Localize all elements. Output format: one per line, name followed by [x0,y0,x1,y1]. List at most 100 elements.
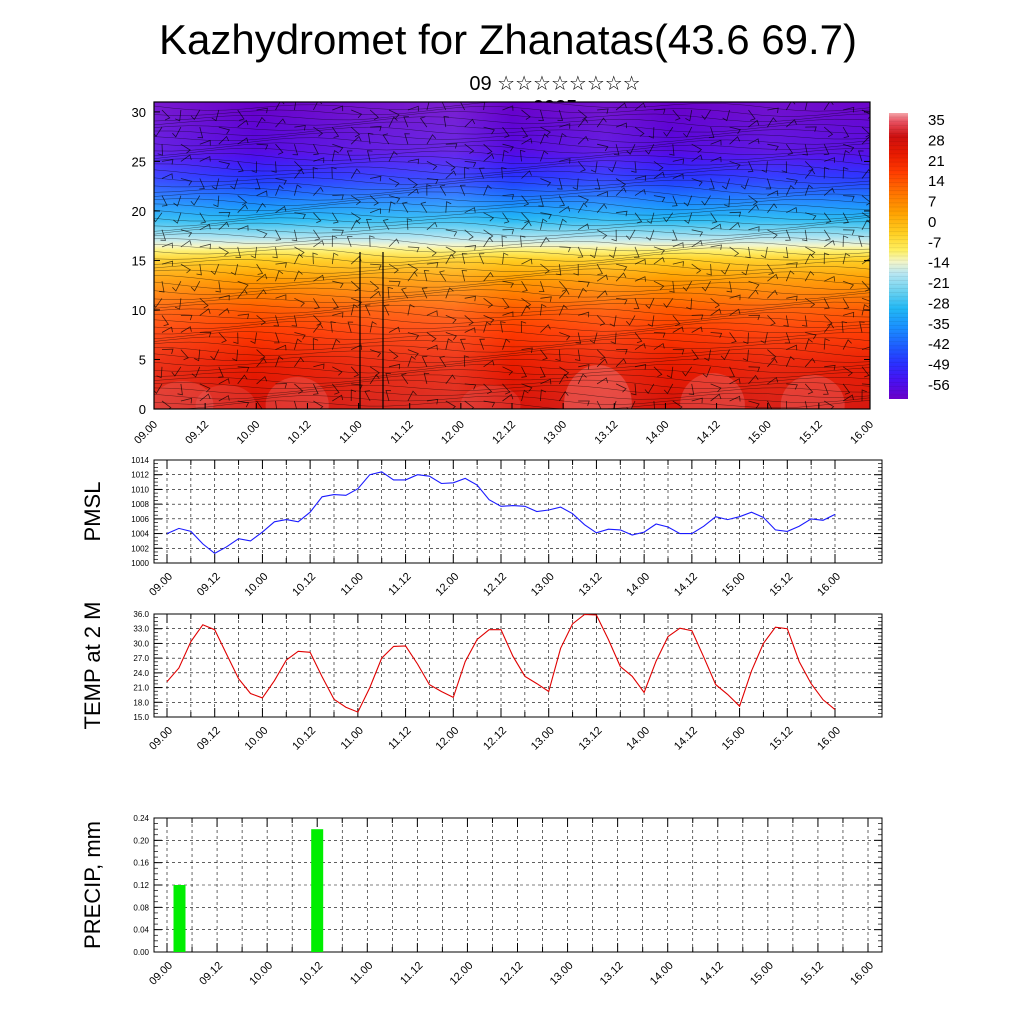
wind-barb [426,178,439,185]
wind-barb [350,135,362,145]
x-tick-label: 14.00 [624,571,652,599]
wind-barb [767,315,776,326]
wind-barb [332,394,344,402]
wind-barb [237,161,244,173]
colorbar-label: -7 [928,234,941,251]
wind-barb [350,389,357,402]
wind-barb [388,363,401,370]
wind-barb [596,229,608,240]
wind-barb [748,289,759,299]
wind-barb [426,344,438,351]
wind-barb [861,297,870,307]
wind-barb [464,166,470,179]
x-tick-label: 14.12 [698,960,726,988]
wind-barb [653,400,655,409]
wind-barb [613,144,620,156]
isotherm [154,126,870,138]
wind-barb [154,298,163,308]
wind-barb [785,229,791,241]
wind-barb [483,212,495,222]
wind-barb [578,311,590,318]
wind-barb [423,372,430,384]
wind-barb [313,212,322,224]
wind-barb [161,109,171,121]
x-tick-label: 16.00 [815,571,843,599]
isotherm [154,353,870,363]
y-tick-label: 24.0 [133,669,149,678]
wind-barb [786,295,798,302]
wind-barb [332,312,344,318]
wind-barb [823,102,834,111]
x-tick-label: 15.00 [720,725,748,753]
wind-barb [387,286,394,299]
pmsl-panel: 1000 1002 1004 1006 1008 1010 1012 1014 09.00 09.… [80,456,883,599]
wind-barb [653,195,666,203]
wind-barb [682,281,693,292]
wind-barb [331,252,339,265]
wind-barb [332,366,343,376]
wind-barb [804,400,808,409]
y-tick-label: 1008 [131,500,149,509]
wind-barb [211,178,220,190]
wind-barb [464,143,475,154]
wind-barb [729,222,741,231]
wind-barb [540,349,548,361]
wind-barb [256,357,267,368]
wind-barb [824,157,835,163]
wind-barb [351,383,363,390]
wind-barb [313,323,324,333]
wind-barb [388,280,401,287]
x-tick-label: 15.00 [746,419,774,447]
x-tick-label: 11.00 [348,960,375,987]
wind-barb [748,280,760,289]
wind-barb [347,321,354,333]
wind-barb [802,144,809,156]
x-tick-label: 10.12 [286,419,314,447]
wind-barb [767,400,773,409]
wind-barb [555,264,562,276]
wind-barb [521,383,533,392]
wind-barb [842,126,850,138]
wind-barb [634,258,646,265]
wind-barb [426,102,434,111]
wind-barb [332,105,344,112]
wind-barb [180,239,192,248]
wind-barb [174,298,182,310]
wind-barb [786,344,798,351]
wind-barb [256,263,264,275]
wind-barb [502,212,510,224]
wind-barb [199,155,211,162]
isotherm [154,347,870,358]
wind-barb [590,246,598,259]
wind-barb [557,109,564,121]
wind-barb [199,331,212,338]
x-tick-label: 10.12 [290,571,318,599]
wind-barb [291,315,298,327]
wind-barb [672,109,681,121]
isotherm [154,174,870,185]
precip-bar [173,885,186,952]
wind-barb [574,349,581,361]
wind-barb [255,178,261,190]
wind-barb [313,144,319,156]
wind-barb [805,332,817,340]
wind-barb [235,246,242,259]
colorbar-label: -21 [928,275,950,292]
isotherm [154,258,870,269]
isotherm [154,252,870,264]
wind-barb [180,315,193,321]
wind-barb [441,102,447,111]
y-tick-label: 0.12 [133,881,149,890]
wind-barb [842,149,850,162]
wind-barb [502,194,515,200]
isotherm [154,263,870,274]
wind-barb [445,287,454,299]
wind-barb [805,246,816,256]
wind-barb [351,109,363,119]
wind-barb [502,126,510,138]
wind-barb [663,383,674,395]
x-tick-label: 10.00 [247,960,275,988]
wind-barb [558,218,567,230]
wind-barb [275,143,284,155]
wind-barb [558,304,568,316]
